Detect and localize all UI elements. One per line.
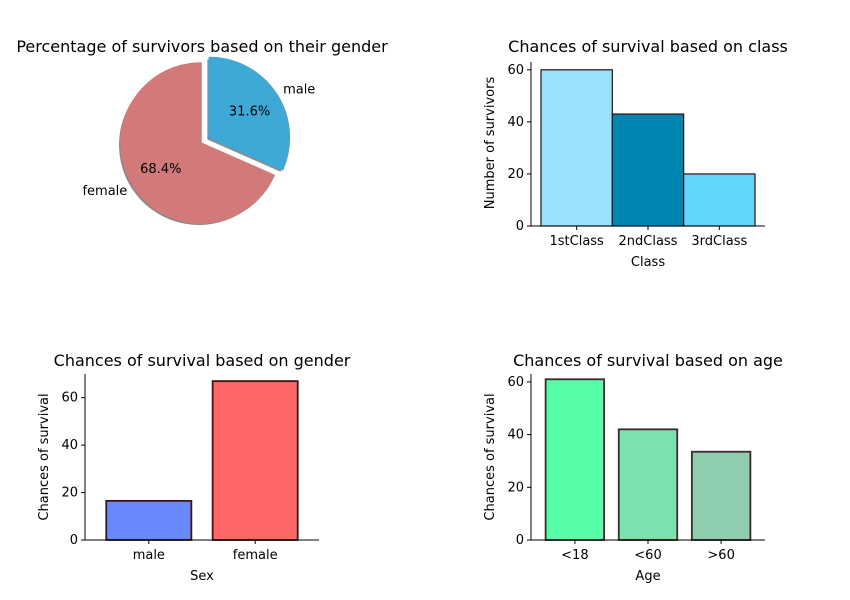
y-tick-label: 60 xyxy=(507,375,524,390)
pie-title: Percentage of survivors based on their g… xyxy=(16,37,388,56)
bar->60 xyxy=(690,450,752,541)
pie-slice-male xyxy=(208,56,291,171)
bar-male xyxy=(105,499,193,541)
x-tick-label: 3rdClass xyxy=(691,234,747,249)
pie-pct-label-female: 68.4% xyxy=(140,162,181,177)
bar-chart-age: Chances of survival based on age <18 <60 >… xyxy=(483,351,783,584)
bar-female xyxy=(211,380,299,541)
y-tick-label: 40 xyxy=(61,438,78,453)
pie-label-male: male xyxy=(283,82,315,97)
bar-2ndClass xyxy=(611,113,685,227)
age-chart-ylabel: Chances of survival xyxy=(483,393,498,520)
class-chart-xlabel: Class xyxy=(631,255,665,270)
class-chart-ylabel: Number of survivors xyxy=(483,77,498,210)
pie-label-female: female xyxy=(82,184,127,199)
pie-pct-label-male: 31.6% xyxy=(229,104,270,119)
y-tick-label: 20 xyxy=(507,167,524,182)
bar-3rdClass xyxy=(683,173,756,227)
x-tick-label: <18 xyxy=(561,548,588,563)
bar-<60 xyxy=(617,428,679,541)
y-tick-label: 20 xyxy=(61,486,78,501)
x-tick-label: >60 xyxy=(707,548,734,563)
bar-<18 xyxy=(544,378,606,541)
pie-slice-female xyxy=(120,62,276,224)
gender-chart-title: Chances of survival based on gender xyxy=(54,351,351,370)
y-tick-label: 0 xyxy=(516,533,524,548)
pie-chart-gender: Percentage of survivors based on their g… xyxy=(16,37,388,225)
class-chart-title: Chances of survival based on class xyxy=(508,37,788,56)
y-tick-label: 60 xyxy=(61,391,78,406)
y-tick-label: 0 xyxy=(516,219,524,234)
x-tick-label: <60 xyxy=(634,548,661,563)
gender-chart-ylabel: Chances of survival xyxy=(37,393,52,520)
y-tick-label: 60 xyxy=(507,63,524,78)
x-tick-label: male xyxy=(133,548,165,563)
y-tick-label: 20 xyxy=(507,480,524,495)
age-chart-title: Chances of survival based on age xyxy=(513,351,783,370)
bar-1stClass xyxy=(540,69,613,227)
bar-chart-class: Chances of survival based on class 1stCl… xyxy=(483,37,788,270)
age-chart-xlabel: Age xyxy=(635,569,660,584)
bar-chart-gender: Chances of survival based on gender male… xyxy=(37,351,351,584)
y-tick-label: 40 xyxy=(507,428,524,443)
x-tick-label: female xyxy=(233,548,278,563)
y-tick-label: 40 xyxy=(507,115,524,130)
gender-chart-xlabel: Sex xyxy=(190,569,214,584)
x-tick-label: 2ndClass xyxy=(619,234,678,249)
y-tick-label: 0 xyxy=(70,533,78,548)
x-tick-label: 1stClass xyxy=(549,234,604,249)
